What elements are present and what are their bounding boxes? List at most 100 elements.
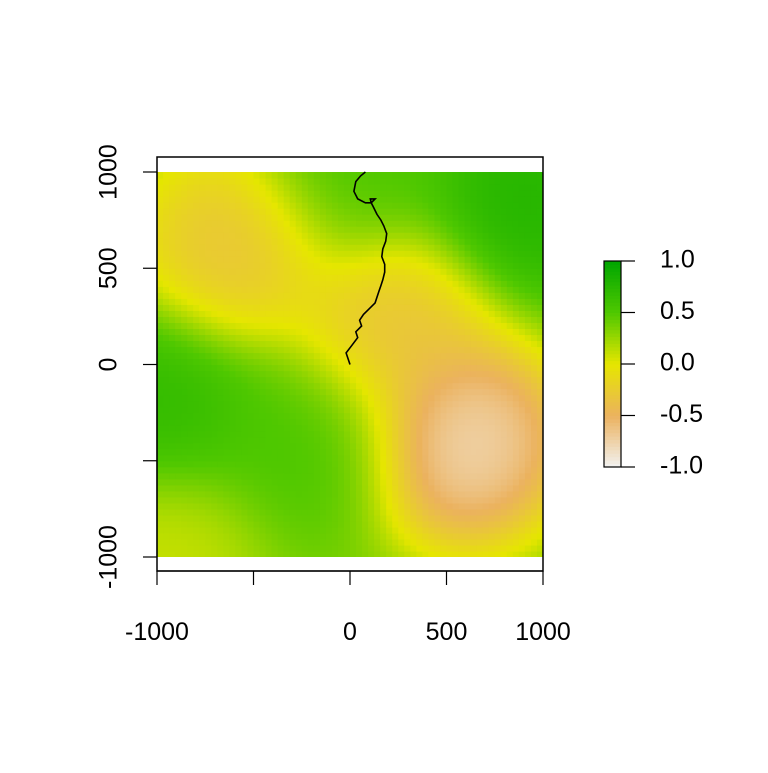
heatmap-cell (536, 520, 543, 528)
heatmap-cell (325, 334, 333, 342)
heatmap-cell (524, 484, 532, 492)
heatmap-cell (374, 262, 381, 269)
heatmap-cell (374, 454, 381, 462)
heatmap-cell (506, 490, 514, 498)
heatmap-cell (205, 334, 212, 342)
heatmap-cell (530, 382, 538, 390)
heatmap-cell (476, 292, 484, 299)
heatmap-cell (428, 496, 436, 504)
heatmap-cell (482, 400, 490, 408)
heatmap-cell (500, 538, 508, 546)
heatmap-cell (259, 292, 267, 299)
heatmap-cell (380, 346, 387, 354)
heatmap-cell (518, 304, 526, 311)
heatmap-cell (271, 454, 279, 462)
heatmap-cell (392, 316, 399, 323)
heatmap-cell (301, 472, 309, 480)
heatmap-cell (386, 538, 393, 546)
heatmap-cell (181, 448, 188, 456)
heatmap-cell (362, 274, 369, 281)
heatmap-cell (295, 538, 303, 546)
heatmap-cell (205, 538, 212, 546)
heatmap-cell (356, 202, 363, 209)
heatmap-cell (446, 514, 454, 522)
heatmap-cell (319, 244, 327, 251)
heatmap-cell (181, 292, 188, 299)
heatmap-cell (241, 250, 249, 257)
heatmap-cell (368, 280, 375, 287)
heatmap-cell (536, 292, 543, 299)
colorbar-legend: 1.00.50.0-0.5-1.0 (603, 246, 703, 480)
heatmap-cell (247, 292, 255, 299)
heatmap-cell (398, 430, 405, 438)
heatmap-cell (458, 184, 466, 191)
heatmap-cell (265, 238, 273, 245)
heatmap-cell (374, 370, 381, 378)
heatmap-cell (410, 196, 417, 203)
heatmap-cell (488, 292, 496, 299)
heatmap-cell (271, 406, 279, 414)
heatmap-cell (446, 304, 454, 311)
heatmap-cell (482, 322, 490, 330)
heatmap-cell (494, 292, 502, 299)
heatmap-cell (217, 520, 224, 528)
heatmap-cell (494, 454, 502, 462)
heatmap-cell (512, 262, 520, 269)
heatmap-cell (512, 514, 520, 522)
heatmap-cell (458, 304, 466, 311)
heatmap-cell (368, 388, 375, 396)
heatmap-cell (271, 460, 279, 468)
heatmap-cell (350, 538, 357, 546)
heatmap-cell (271, 268, 279, 275)
heatmap-cell (476, 256, 484, 263)
heatmap-cell (386, 316, 393, 323)
heatmap-cell (356, 268, 363, 275)
heatmap-cell (524, 220, 532, 227)
heatmap-cell (223, 436, 230, 444)
heatmap-cell (482, 172, 490, 179)
heatmap-cell (175, 430, 182, 438)
heatmap-cell (181, 496, 188, 504)
heatmap-cell (506, 466, 514, 474)
heatmap-cell (163, 328, 170, 336)
heatmap-cell (440, 388, 448, 396)
heatmap-cell (175, 202, 182, 209)
heatmap-cell (494, 508, 502, 516)
heatmap-cell (452, 544, 460, 552)
heatmap-cell (434, 328, 442, 336)
heatmap-cell (205, 376, 212, 384)
heatmap-cell (416, 544, 423, 552)
heatmap-cell (428, 298, 436, 305)
heatmap-cell (223, 460, 230, 468)
heatmap-cell (181, 208, 188, 215)
heatmap-cell (337, 214, 345, 221)
heatmap-cell (217, 478, 224, 486)
heatmap-cell (482, 502, 490, 510)
heatmap-cell (488, 256, 496, 263)
heatmap-cell (241, 268, 249, 275)
heatmap-cell (247, 250, 255, 257)
heatmap-cell (380, 334, 387, 342)
heatmap-cell (223, 508, 230, 516)
heatmap-cell (362, 178, 369, 185)
heatmap-cell (458, 448, 466, 456)
heatmap-cell (181, 334, 188, 342)
heatmap-cell (500, 436, 508, 444)
heatmap-cell (482, 184, 490, 191)
heatmap-cell (247, 382, 255, 390)
heatmap-cell (169, 382, 176, 390)
heatmap-cell (325, 478, 333, 486)
heatmap-cell (362, 448, 369, 456)
heatmap-cell (458, 238, 466, 245)
heatmap-cell (337, 412, 345, 420)
heatmap-cell (464, 346, 472, 354)
heatmap-cell (235, 388, 243, 396)
heatmap-cell (325, 418, 333, 426)
heatmap-cell (277, 298, 285, 305)
heatmap-cell (506, 286, 514, 293)
heatmap-cell (253, 370, 261, 378)
heatmap-cell (368, 178, 375, 185)
colorbar-segment (604, 302, 621, 307)
heatmap-cell (331, 322, 339, 330)
heatmap-cell (265, 358, 273, 366)
